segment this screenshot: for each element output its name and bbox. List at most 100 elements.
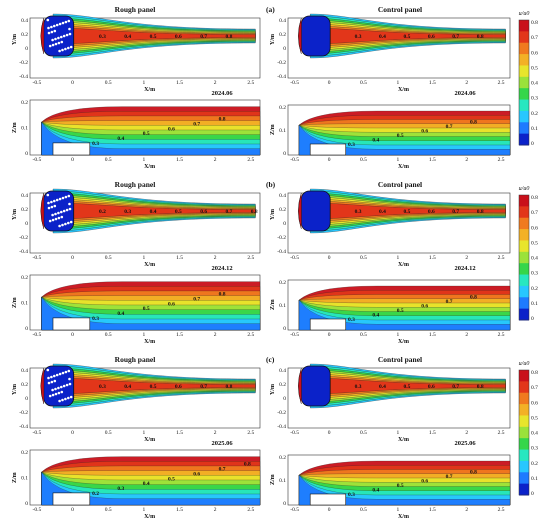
colorbar-tick: 0.7 — [531, 385, 538, 391]
plan-contour-label: 0.6 — [200, 209, 207, 215]
colorbar-title: u/u0 — [519, 11, 530, 17]
side-contour-label: 0.6 — [193, 471, 200, 477]
colorbar-swatch — [519, 251, 529, 264]
roughness-dot — [69, 395, 73, 399]
roughness-dot — [47, 381, 51, 385]
plan-y-label: Y/m — [12, 384, 18, 395]
plan-x-tick: 1.5 — [176, 80, 183, 86]
roughness-dot — [50, 200, 53, 204]
roughness-dot — [68, 207, 72, 211]
colorbar-swatch — [519, 42, 529, 55]
roughness-dot — [54, 387, 57, 391]
plan-contour-label: 0.4 — [124, 34, 131, 40]
plan-x-tick: 2 — [214, 255, 217, 261]
roughness-dot — [51, 388, 54, 392]
side-contour-label: 0.7 — [446, 474, 453, 480]
roughness-dot — [61, 21, 65, 25]
side-contour-label: 0.4 — [143, 481, 150, 487]
colorbar-frame — [518, 194, 530, 321]
roughness-dot — [57, 36, 60, 40]
roughness-dot — [64, 397, 67, 401]
plan-contour-label: 0.5 — [403, 209, 410, 215]
colorbar-swatch — [519, 438, 529, 451]
stagnation-zone — [298, 17, 302, 55]
side-contour-label: 0.3 — [348, 317, 355, 323]
plan-y-tick: -0.2 — [19, 410, 28, 416]
roughness-dot — [47, 26, 50, 30]
side-contour-label: 0.4 — [117, 311, 124, 317]
colorbar-tick: 0.4 — [531, 256, 538, 262]
roughness-dot — [55, 373, 59, 377]
plan-contour-label: 0.4 — [124, 384, 131, 390]
plan-y-tick: 0 — [283, 221, 286, 227]
roughness-dot — [64, 20, 68, 24]
side-contour-label: 0.8 — [470, 470, 477, 476]
side-y-tick: 0 — [283, 501, 286, 507]
side-x-tick: -0.5 — [33, 157, 42, 163]
plan-contour-label: 0.3 — [355, 209, 362, 215]
colorbar-tick: 0.3 — [531, 446, 538, 452]
control-plan-plot: 0.3 0.4 0.5 0.6 0.7 0.8 -0.5 0 0.5 1 1.5 2 2.5 0.4 0.2… — [270, 188, 511, 268]
colorbar-swatch — [519, 274, 529, 287]
plan-contour-label: 0.3 — [99, 384, 106, 390]
plan-x-label: X/m — [398, 262, 409, 268]
side-contour-label: 0.8 — [470, 120, 477, 126]
plan-x-tick: 2 — [214, 80, 217, 86]
plan-contour-label: 0.8 — [477, 34, 484, 40]
colorbar-tick: 0 — [531, 491, 534, 497]
side-contour-label: 0.8 — [244, 461, 251, 467]
plan-contour-label: 0.6 — [428, 209, 435, 215]
panel-body — [309, 143, 347, 156]
colorbar-swatch — [519, 31, 529, 44]
side-x-tick: 2 — [465, 507, 468, 513]
side-contour-label: 0.8 — [219, 116, 226, 122]
colorbar-swatch — [519, 472, 529, 485]
colorbar-swatch — [519, 285, 529, 298]
colorbar-tick: 0.6 — [531, 225, 538, 231]
plan-x-tick: 2.5 — [247, 430, 254, 436]
side-contour-label: 0.7 — [219, 466, 226, 472]
roughness-dot — [62, 34, 66, 38]
plan-x-tick: -0.5 — [33, 80, 42, 86]
plan-y-tick: -0.4 — [19, 249, 28, 255]
roughness-dot — [55, 198, 59, 202]
colorbar-swatch — [519, 392, 529, 405]
colorbar: u/u00.8 0.7 0.6 0.5 0.4 0.3 0.2 0.1 0 — [519, 361, 538, 497]
side-x-tick: 0 — [328, 332, 331, 338]
rough-plan-plot: 0.3 0.4 0.5 0.6 0.7 0.8 -0.5 0 0.5 1 1.5 2 2.5 0.4 0.2… — [12, 13, 261, 93]
roughness-dot — [58, 197, 62, 201]
side-contour-label: 0.3 — [92, 141, 99, 147]
side-y-tick: 0 — [283, 151, 286, 157]
plan-x-tick: -0.5 — [290, 80, 299, 86]
colorbar-swatch — [519, 308, 529, 321]
plan-x-tick: 0 — [71, 430, 74, 436]
colorbar-tick: 0.8 — [531, 370, 538, 376]
side-y-tick: 0.1 — [21, 126, 28, 132]
plan-x-tick: 2 — [465, 80, 468, 86]
plan-x-tick: 1 — [397, 255, 400, 261]
colorbar-tick: 0.8 — [531, 195, 538, 201]
colorbar-swatch — [519, 110, 529, 123]
roughness-dot — [47, 206, 51, 210]
roughness-dot — [47, 376, 50, 380]
side-x-tick: 2 — [214, 507, 217, 513]
stagnation-zone — [40, 17, 45, 55]
panel-tag: (b) — [266, 180, 276, 189]
plan-y-tick: -0.2 — [19, 235, 28, 241]
plan-x-tick: -0.5 — [290, 430, 299, 436]
roughness-dot — [69, 220, 73, 224]
plan-x-tick: 0 — [328, 430, 331, 436]
side-y-tick: 0.1 — [21, 476, 28, 482]
side-contour-label: 0.7 — [446, 124, 453, 130]
colorbar-tick: 0 — [531, 141, 534, 147]
plan-contour-band — [310, 202, 506, 220]
panel-body — [309, 318, 347, 331]
side-contour-label: 0.3 — [92, 316, 99, 322]
side-contour-label: 0.4 — [372, 488, 379, 494]
plan-x-tick: 0.5 — [360, 430, 367, 436]
plan-y-tick: 0.2 — [279, 32, 286, 38]
side-x-tick: 2.5 — [498, 332, 505, 338]
colorbar-tick: 0.4 — [531, 431, 538, 437]
plan-contour-label: 0.4 — [379, 34, 386, 40]
control-date: 2024.12 — [454, 265, 475, 272]
